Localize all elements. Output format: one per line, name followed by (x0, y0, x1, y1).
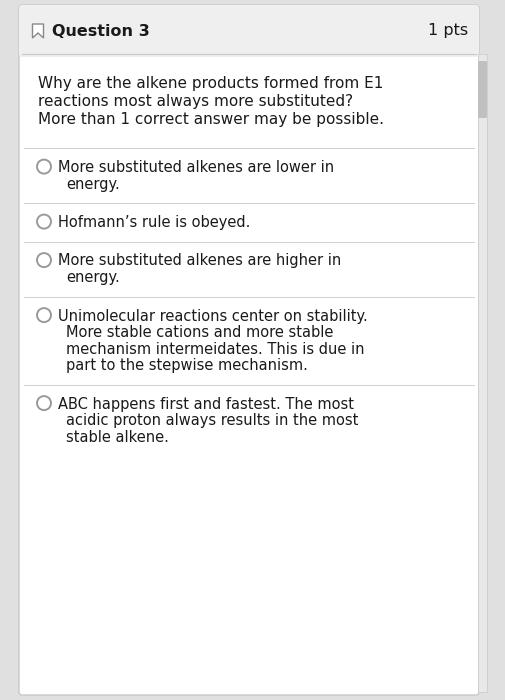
Text: 1 pts: 1 pts (428, 24, 468, 38)
Text: energy.: energy. (66, 176, 120, 192)
Text: part to the stepwise mechanism.: part to the stepwise mechanism. (66, 358, 308, 373)
FancyBboxPatch shape (19, 5, 479, 695)
Text: Unimolecular reactions center on stability.: Unimolecular reactions center on stabili… (58, 309, 368, 323)
Text: More stable cations and more stable: More stable cations and more stable (66, 325, 333, 340)
Text: More substituted alkenes are lower in: More substituted alkenes are lower in (58, 160, 334, 175)
Text: Question 3: Question 3 (52, 24, 150, 38)
Text: reactions most always more substituted?: reactions most always more substituted? (38, 94, 353, 109)
FancyBboxPatch shape (19, 5, 479, 57)
Text: More substituted alkenes are higher in: More substituted alkenes are higher in (58, 253, 341, 269)
Text: Hofmann’s rule is obeyed.: Hofmann’s rule is obeyed. (58, 215, 250, 230)
Polygon shape (32, 24, 43, 38)
Text: energy.: energy. (66, 270, 120, 285)
Polygon shape (22, 46, 476, 54)
FancyBboxPatch shape (478, 61, 487, 118)
Text: mechanism intermeidates. This is due in: mechanism intermeidates. This is due in (66, 342, 365, 356)
Text: stable alkene.: stable alkene. (66, 430, 169, 444)
Text: ABC happens first and fastest. The most: ABC happens first and fastest. The most (58, 396, 354, 412)
Text: More than 1 correct answer may be possible.: More than 1 correct answer may be possib… (38, 112, 384, 127)
Text: Why are the alkene products formed from E1: Why are the alkene products formed from … (38, 76, 383, 91)
Text: acidic proton always results in the most: acidic proton always results in the most (66, 413, 359, 428)
FancyBboxPatch shape (478, 54, 487, 692)
